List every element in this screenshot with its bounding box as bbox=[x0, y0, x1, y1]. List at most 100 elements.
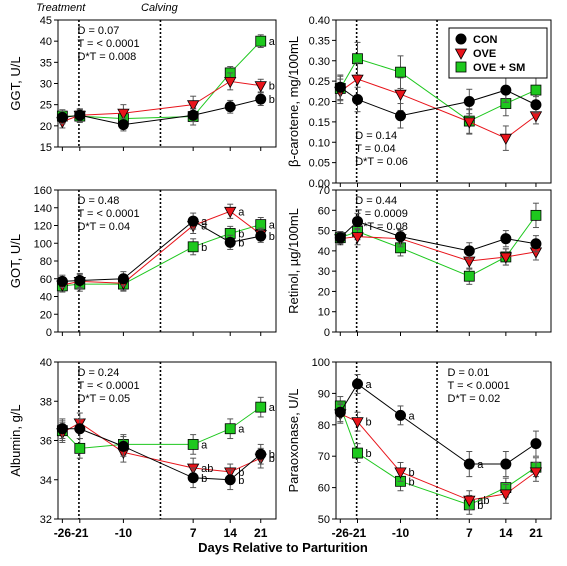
y-tick-label: 70 bbox=[318, 451, 330, 463]
x-tick-label: -10 bbox=[392, 526, 410, 540]
data-point bbox=[463, 96, 475, 107]
panel-1: 15 20 25 30 35 40 45 GGT, U/L D = 0.07T = < 0.00… bbox=[8, 15, 277, 154]
y-tick-label: 60 bbox=[40, 274, 52, 286]
data-point bbox=[352, 93, 363, 105]
legend-marker bbox=[455, 33, 467, 45]
data-point bbox=[224, 206, 237, 219]
significance-label: a bbox=[269, 220, 276, 232]
significance-label: b bbox=[238, 475, 244, 487]
data-point bbox=[352, 378, 363, 390]
data-point bbox=[500, 84, 512, 96]
data-point bbox=[74, 423, 86, 435]
stat-label: T = < 0.0001 bbox=[77, 38, 139, 50]
stat-label: D*T = 0.02 bbox=[448, 393, 501, 405]
stat-label: T = 0.04 bbox=[355, 143, 395, 155]
data-point bbox=[186, 100, 200, 112]
significance-label: a bbox=[201, 221, 208, 233]
legend-label: CON bbox=[473, 34, 498, 46]
data-point bbox=[255, 230, 267, 242]
stat-label: D*T = 0.008 bbox=[77, 51, 136, 63]
y-axis-label: GGT, U/L bbox=[8, 56, 23, 110]
legend-marker bbox=[455, 61, 467, 73]
significance-label: b bbox=[269, 453, 275, 465]
panel-5: 32 34 36 38 40 Albumin, g/L D = 0.24T = < 0.00… bbox=[8, 357, 277, 540]
significance-label: a bbox=[269, 36, 276, 48]
y-tick-label: 30 bbox=[40, 79, 52, 91]
data-point bbox=[334, 406, 346, 418]
y-tick-label: 45 bbox=[40, 15, 52, 27]
data-point bbox=[530, 238, 542, 250]
y-tick-label: 35 bbox=[40, 57, 52, 69]
y-tick-label: 20 bbox=[40, 309, 52, 321]
significance-label: a bbox=[409, 410, 416, 422]
series-ove bbox=[56, 412, 267, 481]
data-point bbox=[499, 489, 513, 501]
y-tick-label: 38 bbox=[40, 396, 52, 408]
significance-label: b bbox=[238, 228, 244, 240]
panel-2: 0.00 0.05 0.10 0.15 0.20 0.25 0.30 0.35 0.40 β-ca… bbox=[286, 15, 552, 190]
significance-label: b bbox=[409, 467, 415, 479]
data-point bbox=[187, 472, 199, 484]
y-tick-label: 20 bbox=[40, 121, 52, 133]
significance-label: a bbox=[238, 424, 245, 436]
plot-frame bbox=[335, 189, 552, 333]
data-point bbox=[530, 438, 542, 450]
data-point bbox=[395, 409, 406, 421]
data-point bbox=[463, 270, 475, 282]
significance-label: a bbox=[269, 402, 276, 414]
stat-label: T = 0.0009 bbox=[355, 208, 408, 220]
significance-label: b bbox=[477, 500, 483, 512]
data-point bbox=[499, 252, 513, 264]
data-point bbox=[74, 275, 86, 287]
series-con bbox=[334, 212, 542, 260]
significance-label: ab bbox=[201, 463, 213, 475]
y-tick-label: 40 bbox=[40, 292, 52, 304]
data-point bbox=[395, 110, 406, 122]
significance-label: b bbox=[269, 449, 275, 461]
data-point bbox=[56, 275, 68, 287]
data-point bbox=[530, 84, 542, 96]
x-tick-label: -21 bbox=[349, 526, 367, 540]
data-point bbox=[74, 109, 86, 121]
data-point bbox=[463, 245, 475, 257]
data-point bbox=[394, 89, 407, 101]
x-tick-label: 7 bbox=[190, 526, 197, 540]
data-point bbox=[529, 467, 543, 479]
stat-label: D = 0.48 bbox=[77, 195, 119, 207]
x-tick-label: -26 bbox=[332, 526, 350, 540]
data-point bbox=[187, 439, 199, 450]
y-tick-label: 0.35 bbox=[309, 35, 330, 47]
significance-label: b bbox=[238, 237, 244, 249]
data-point bbox=[224, 423, 236, 435]
data-point bbox=[255, 35, 267, 47]
series-con bbox=[56, 92, 267, 132]
panel-4: 0 10 20 30 40 50 60 70 Retinol, µg/100mL D = 0.44… bbox=[286, 185, 552, 339]
y-tick-label: 0.15 bbox=[309, 117, 330, 129]
data-point bbox=[334, 81, 346, 93]
data-point bbox=[224, 76, 237, 89]
y-tick-label: 20 bbox=[318, 286, 330, 298]
significance-label: b bbox=[201, 242, 207, 254]
data-point bbox=[500, 233, 512, 245]
x-tick-label: 21 bbox=[254, 526, 268, 540]
data-point bbox=[254, 81, 267, 93]
significance-label: b bbox=[366, 448, 372, 460]
y-tick-label: 50 bbox=[318, 514, 330, 526]
legend: CON OVE OVE + SM bbox=[448, 27, 548, 79]
data-point bbox=[463, 458, 475, 470]
data-point bbox=[334, 232, 346, 244]
stat-label: D = 0.01 bbox=[448, 367, 490, 379]
significance-label: b bbox=[201, 473, 207, 485]
significance-label: a bbox=[238, 206, 245, 218]
data-point bbox=[224, 101, 236, 113]
y-tick-label: 15 bbox=[40, 142, 52, 154]
calving-header: Calving bbox=[141, 2, 179, 14]
y-tick-label: 34 bbox=[40, 475, 52, 487]
y-tick-label: 50 bbox=[318, 226, 330, 238]
y-tick-label: 36 bbox=[40, 436, 52, 448]
series-line bbox=[339, 383, 537, 465]
y-tick-label: 60 bbox=[318, 483, 330, 495]
significance-label: b bbox=[409, 476, 415, 488]
y-tick-label: 160 bbox=[34, 185, 52, 197]
y-tick-label: 30 bbox=[318, 266, 330, 278]
